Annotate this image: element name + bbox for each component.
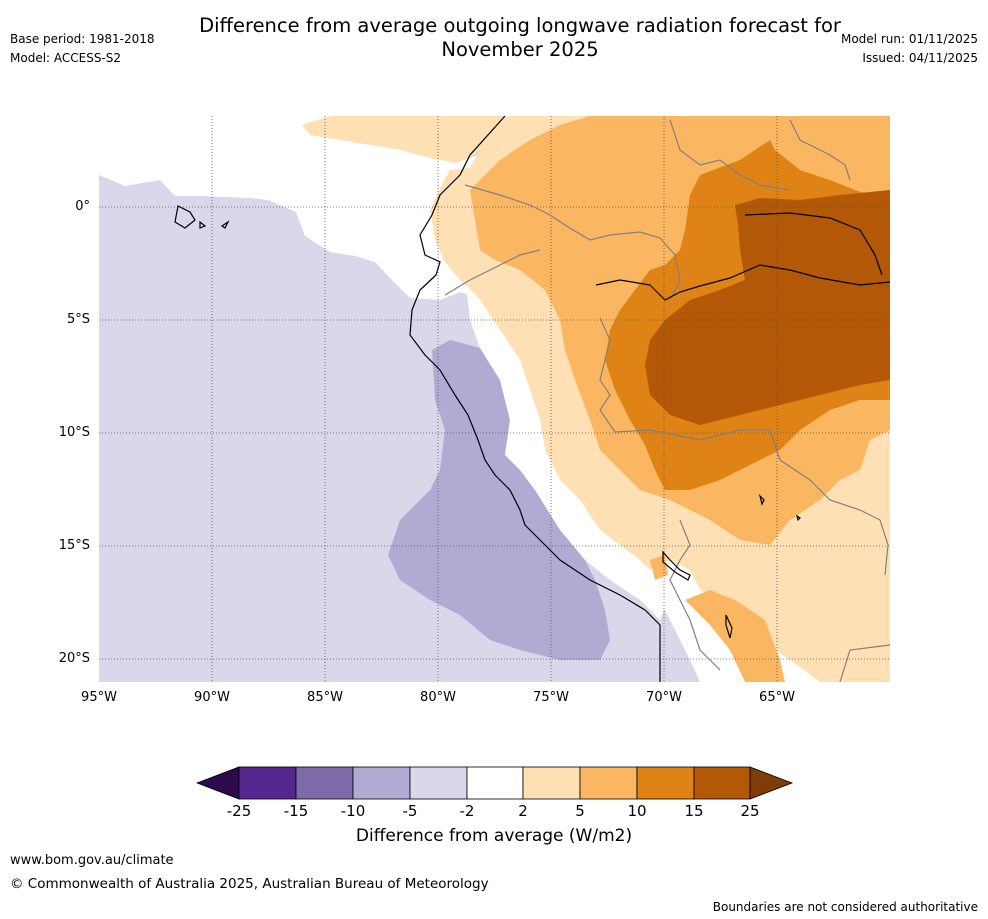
colorbar — [196, 766, 794, 800]
colorbar-bin — [238, 766, 297, 800]
model-run: Model run: 01/11/2025 — [840, 32, 978, 46]
colorbar-bin — [295, 766, 354, 800]
colorbar-tick-label: -5 — [402, 802, 418, 820]
colorbar-bin — [579, 766, 638, 800]
base-period: Base period: 1981-2018 — [10, 32, 155, 46]
lon-label: 80°W — [420, 690, 456, 705]
colorbar-bin — [636, 766, 695, 800]
contour-m2-2-band — [466, 285, 668, 620]
colorbar-tick-label: 15 — [684, 802, 704, 820]
contour-15-25 — [645, 190, 890, 425]
colorbar-bin — [409, 766, 468, 800]
graticule — [99, 116, 890, 682]
colorbar-bin — [693, 766, 751, 800]
colorbar-tick-label: 10 — [627, 802, 647, 820]
colorbar-tick-label: -15 — [283, 802, 309, 820]
olr-anomaly-map — [99, 116, 890, 682]
colorbar-tick-label: 2 — [518, 802, 528, 820]
country-borders — [444, 119, 890, 682]
model-name: Model: ACCESS-S2 — [10, 51, 122, 65]
lon-label: 95°W — [81, 690, 117, 705]
lat-label: 20°S — [58, 651, 90, 666]
colorbar-tick-label: 5 — [575, 802, 585, 820]
lat-label: 0° — [75, 199, 90, 214]
colorbar-tick-label: -25 — [226, 802, 252, 820]
colorbar-extend-low — [196, 766, 240, 800]
lon-label: 85°W — [307, 690, 343, 705]
title-line-1: Difference from average outgoing longwav… — [199, 14, 841, 37]
issued-date: Issued: 04/11/2025 — [862, 51, 978, 65]
lon-label: 75°W — [533, 690, 569, 705]
footer-url[interactable]: www.bom.gov.au/climate — [10, 853, 174, 868]
colorbar-title: Difference from average (W/m2) — [355, 826, 633, 846]
page-title: Difference from average outgoing longwav… — [150, 14, 890, 62]
colorbar-tick-label: 25 — [740, 802, 760, 820]
lat-label: 10°S — [58, 425, 90, 440]
colorbar-bin — [466, 766, 524, 800]
colorbar-bin — [522, 766, 581, 800]
colorbar-extend-high — [749, 766, 794, 800]
lat-label: 5°S — [66, 312, 90, 327]
contour-m10-m5 — [388, 340, 610, 660]
lon-label: 65°W — [759, 690, 795, 705]
lon-label: 70°W — [646, 690, 682, 705]
lon-label: 90°W — [194, 690, 230, 705]
colorbar-tick-label: -10 — [340, 802, 366, 820]
colorbar-tick-label: -2 — [459, 802, 475, 820]
footer-disclaimer: Boundaries are not considered authoritat… — [712, 900, 978, 914]
footer-copyright: © Commonwealth of Australia 2025, Austra… — [10, 876, 489, 892]
coastline — [174, 116, 890, 682]
title-line-2: November 2025 — [441, 38, 599, 61]
lat-label: 15°S — [58, 538, 90, 553]
colorbar-bin — [352, 766, 411, 800]
